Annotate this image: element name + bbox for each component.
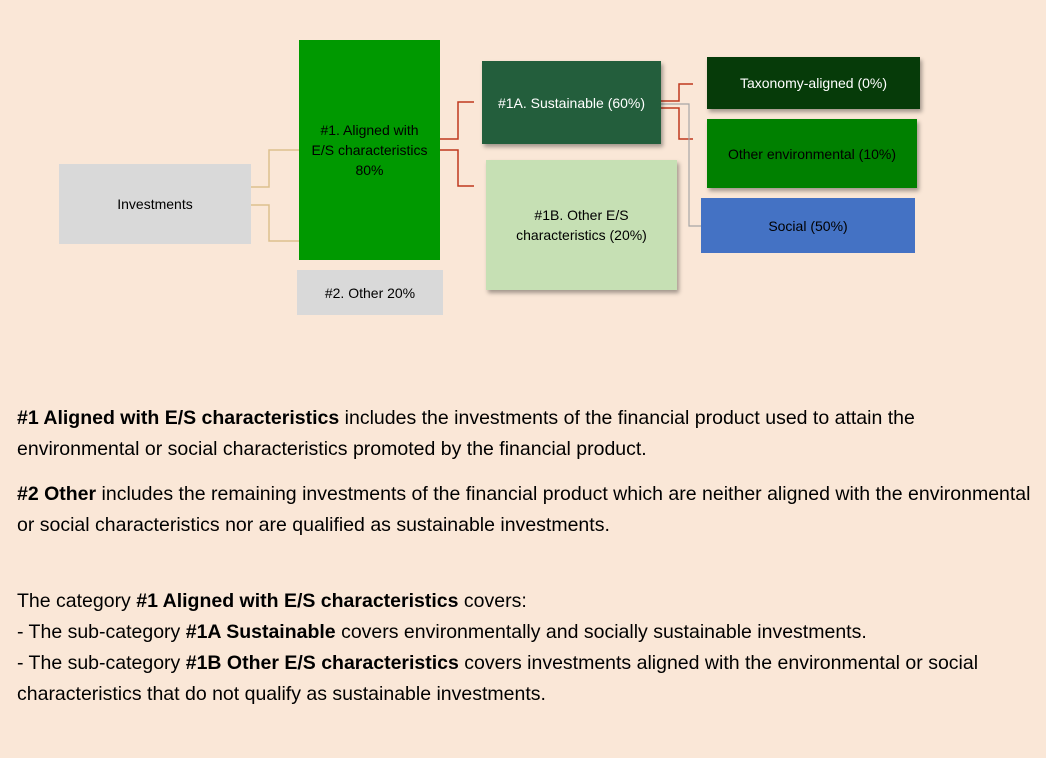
other-box: #2. Other 20% — [297, 270, 443, 315]
other-es-label-line1: #1B. Other E/S — [534, 207, 629, 223]
explanation-p1: #1 Aligned with E/S characteristics incl… — [17, 403, 1032, 465]
subcategory-1b: - The sub-category #1B Other E/S charact… — [17, 648, 1032, 710]
aligned-label-line3: 80% — [355, 162, 384, 178]
investments-label: Investments — [117, 196, 193, 212]
diagram-connectors — [251, 83, 701, 242]
explanation-p2: #2 Other includes the remaining investme… — [17, 479, 1032, 541]
social-label: Social (50%) — [768, 217, 848, 234]
sustainable-label: #1A. Sustainable (60%) — [497, 94, 646, 111]
other-environmental-box: Other environmental (10%) — [707, 119, 917, 188]
subcategory-1a: - The sub-category #1A Sustainable cover… — [17, 617, 1032, 648]
investments-bracket — [251, 149, 299, 242]
p3-bold: #1 Aligned with E/S characteristics — [136, 590, 459, 612]
category-intro: The category #1 Aligned with E/S charact… — [17, 586, 1032, 617]
p2-bold: #2 Other — [17, 483, 97, 505]
other-environmental-label: Other environmental (10%) — [727, 145, 897, 162]
explanation-categories: The category #1 Aligned with E/S charact… — [17, 586, 1032, 710]
sustainable-bracket — [661, 83, 693, 140]
taxonomy-label: Taxonomy-aligned (0%) — [739, 75, 888, 91]
investments-box: Investments — [59, 164, 251, 244]
aligned-label-line2: E/S characteristics — [311, 142, 428, 158]
p4-pre: - The sub-category — [17, 621, 186, 643]
p3-pre: The category — [17, 590, 137, 612]
social-connector — [661, 103, 701, 227]
other-es-label-line2: characteristics (20%) — [516, 227, 647, 243]
p4-bold: #1A Sustainable — [185, 621, 336, 643]
p5-pre: - The sub-category — [17, 652, 186, 674]
p1-bold: #1 Aligned with E/S characteristics — [17, 407, 340, 429]
other-label: #2. Other 20% — [324, 284, 416, 301]
p5-post: covers investments aligned with the envi… — [17, 652, 979, 705]
p1-text: includes the investments of the financia… — [17, 407, 915, 460]
taxonomy-box: Taxonomy-aligned (0%) — [707, 57, 920, 109]
aligned-label-line1: #1. Aligned with — [320, 122, 419, 138]
other-es-box: #1B. Other E/S characteristics (20%) — [486, 160, 677, 290]
sustainable-box: #1A. Sustainable (60%) — [482, 61, 661, 144]
p5-bold: #1B Other E/S characteristics — [185, 652, 459, 674]
aligned-bracket — [440, 101, 474, 187]
p3-post: covers: — [458, 590, 527, 612]
social-box: Social (50%) — [701, 198, 915, 253]
p4-post: covers environmentally and socially sust… — [335, 621, 867, 643]
p2-text: includes the remaining investments of th… — [17, 483, 1031, 536]
aligned-box: #1. Aligned with E/S characteristics 80% — [299, 40, 440, 260]
